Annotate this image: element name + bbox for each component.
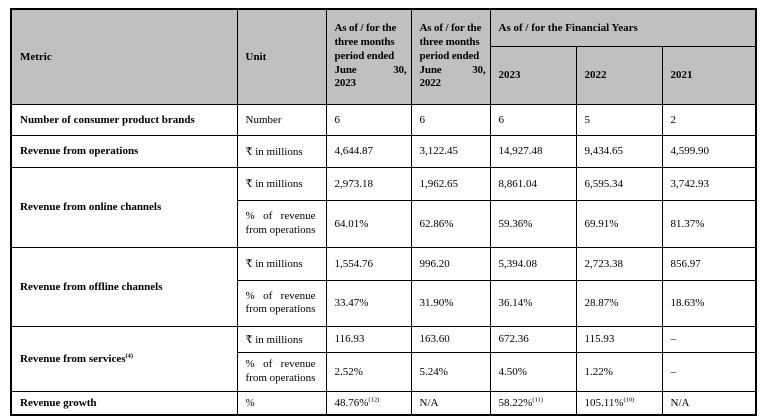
value-cell: 3,742.93 — [661, 166, 757, 201]
value-cell: 5 — [575, 103, 663, 136]
unit-cell: % of revenue from operations — [236, 351, 327, 392]
table-body: Number of consumer product brands Number 6… — [10, 103, 757, 416]
metric-cell: Revenue from online channels — [10, 166, 238, 248]
metric-cell: Revenue from services(4) — [10, 325, 238, 392]
value-cell: 856.97 — [661, 246, 757, 281]
value-cell: 9,434.65 — [575, 134, 663, 168]
unit-cell: ₹ in millions — [236, 134, 327, 168]
value-cell: 48.76%(12) — [325, 390, 412, 416]
kpi-table: Metric Unit As of / for the three months… — [10, 8, 758, 416]
unit-cell: ₹ in millions — [236, 325, 327, 353]
table-row: Revenue from online channels ₹ in million… — [10, 166, 757, 248]
value-cell: 31.90% — [410, 279, 491, 327]
unit-cell: % of revenue from operations — [236, 199, 327, 248]
table-row: Revenue from operations ₹ in millions 4,64… — [10, 134, 757, 168]
footnote-superscript: (4) — [125, 351, 134, 359]
metric-cell: Revenue from offline channels — [10, 246, 238, 327]
value-cell: 6 — [325, 103, 412, 136]
header-year: 2022 — [419, 77, 442, 90]
value-cell: 6,595.34 — [575, 166, 663, 201]
value-cell: 3,122.45 — [410, 134, 491, 168]
value-cell: 18.63% — [661, 279, 757, 327]
unit-cell: ₹ in millions — [236, 246, 327, 281]
header-unit: Unit — [236, 8, 327, 105]
header-line: three months — [419, 36, 480, 49]
value-cell: 81.37% — [661, 199, 757, 248]
value-cell: 2 — [661, 103, 757, 136]
header-line: period ended — [419, 49, 480, 62]
header-financial-years-group: As of / for the Financial Years — [489, 8, 757, 47]
table-row: Revenue growth% 48.76%(12) N/A 58.22%(11) 10… — [10, 390, 757, 416]
value-cell: 4,599.90 — [661, 134, 757, 168]
value-cell: 2,723.38 — [575, 246, 663, 281]
header-day: 30, — [472, 63, 486, 76]
footnote-superscript: (10) — [623, 396, 635, 404]
value-cell: 58.22%(11) — [489, 390, 577, 416]
metric-cell: Revenue growth — [10, 390, 238, 416]
unit-cell: ₹ in millions — [236, 166, 327, 201]
header-date-line: June 30, — [420, 64, 486, 78]
value-cell: 1,554.76 — [325, 246, 412, 281]
header-q1-fy2024: As of / for the three months period ende… — [325, 8, 412, 105]
header-line: three months — [334, 36, 395, 49]
value-cell: 62.86% — [410, 199, 491, 248]
footnote-superscript: (12) — [368, 396, 380, 404]
table-header: Metric Unit As of / for the three months… — [10, 8, 757, 105]
metric-cell: Revenue from operations — [10, 134, 238, 168]
value-cell: 105.11%(10) — [575, 390, 663, 416]
header-fy-2023: 2023 — [489, 45, 577, 105]
value-cell: 8,861.04 — [489, 166, 577, 201]
value-cell: 6 — [489, 103, 577, 136]
value-cell: 996.20 — [410, 246, 491, 281]
table-row: Revenue from offline channels ₹ in millio… — [10, 246, 757, 327]
table-row: % of revenue from operations 64.01% 62.86%… — [11, 199, 757, 248]
header-date-line: June 30, — [335, 64, 407, 78]
value-cell: 2,973.18 — [325, 166, 412, 201]
value-cell: 6 — [410, 103, 491, 136]
value-cell: 36.14% — [489, 279, 577, 327]
value-cell: 28.87% — [575, 279, 663, 327]
table-row: % of revenue from operations 2.52% 5.24% 4.… — [11, 351, 757, 392]
value-cell: 116.93 — [325, 325, 412, 353]
header-metric: Metric — [10, 8, 238, 105]
header-line: period ended — [334, 49, 395, 62]
header-fy-2021: 2021 — [661, 45, 757, 105]
value-cell: 4,644.87 — [325, 134, 412, 168]
value-cell: 115.93 — [575, 325, 663, 353]
unit-cell: % of revenue from operations — [236, 279, 327, 327]
value-cell: N/A — [410, 390, 491, 416]
value-cell: 14,927.48 — [489, 134, 577, 168]
value-cell: 69.91% — [575, 199, 663, 248]
value-cell: 163.60 — [410, 325, 491, 353]
value-cell: 33.47% — [325, 279, 412, 327]
header-month: June — [419, 63, 442, 76]
value-cell: 59.36% — [489, 199, 577, 248]
header-q1-fy2023: As of / for the three months period ende… — [410, 8, 491, 105]
value-cell: 5,394.08 — [489, 246, 577, 281]
header-day: 30, — [393, 63, 407, 76]
value-cell: 2.52% — [325, 351, 412, 392]
metric-cell: Number of consumer product brands — [10, 103, 238, 136]
unit-cell: Number — [236, 103, 327, 136]
value-cell: 64.01% — [325, 199, 412, 248]
header-fy-2022: 2022 — [575, 45, 663, 105]
table-row: Number of consumer product brands Number 6… — [10, 103, 757, 136]
value-cell: – — [661, 351, 757, 392]
value-cell: 1,962.65 — [410, 166, 491, 201]
header-line: As of / for the — [334, 22, 397, 35]
unit-cell: % — [236, 390, 327, 416]
value-cell: N/A — [661, 390, 757, 416]
value-cell: 672.36 — [489, 325, 577, 353]
header-year: 2023 — [334, 77, 357, 90]
value-cell: – — [661, 325, 757, 353]
table-row: Revenue from services(4) ₹ in millions 116… — [10, 325, 757, 392]
table-row: % of revenue from operations 33.47% 31.90%… — [11, 279, 757, 327]
header-line: As of / for the — [419, 22, 482, 35]
value-cell: 4.50% — [489, 351, 577, 392]
header-month: June — [334, 63, 357, 76]
value-cell: 1.22% — [575, 351, 663, 392]
footnote-superscript: (11) — [532, 396, 544, 404]
value-cell: 5.24% — [410, 351, 491, 392]
